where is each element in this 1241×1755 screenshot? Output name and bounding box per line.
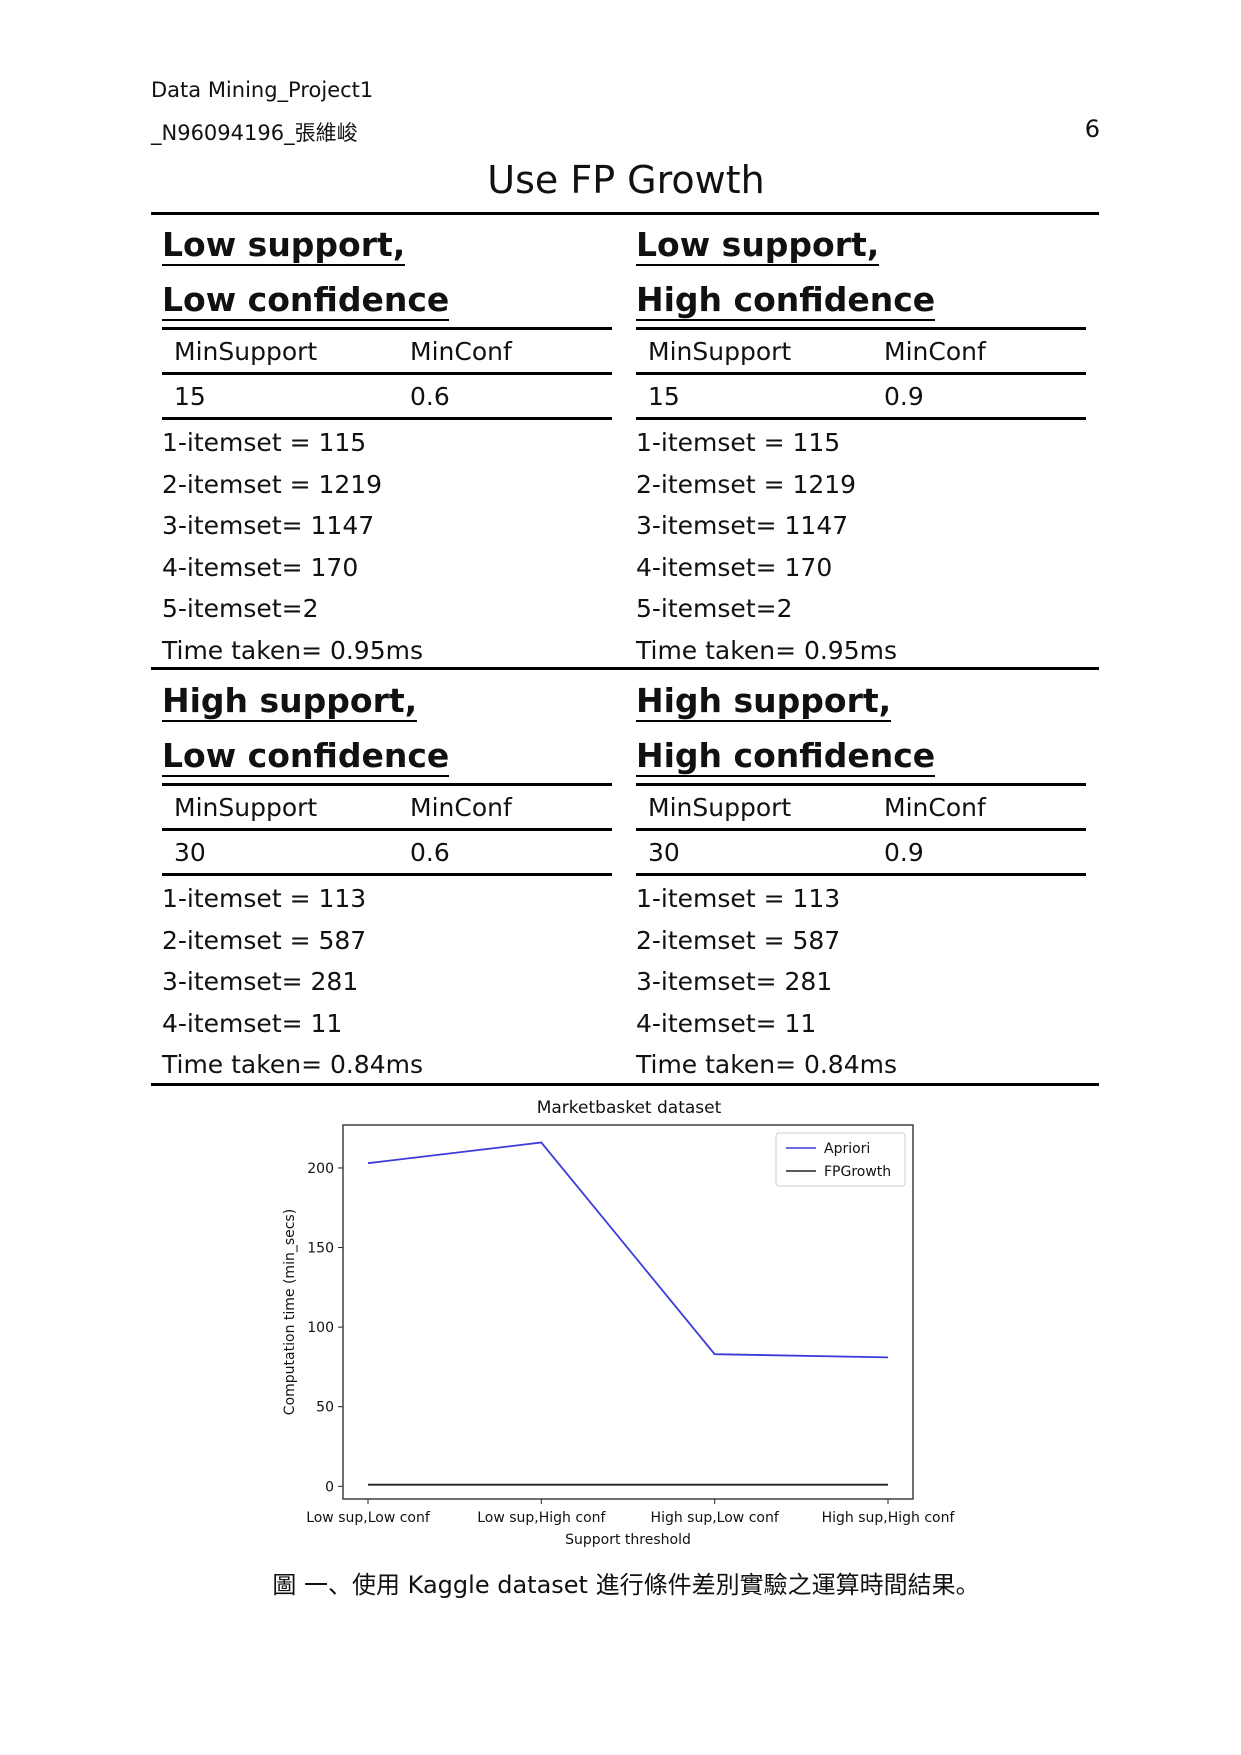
series-line-apriori [367, 1141, 889, 1359]
result-line: 4-itemset= 11 [636, 1008, 817, 1038]
section-low-support-low-confidence: Low support, Low confidence MinSupport Mi… [162, 217, 612, 671]
header-line-2: _N96094196_張維峻 [151, 121, 358, 145]
x-tick-label: High sup,Low conf [651, 1510, 780, 1526]
plot-area [342, 1124, 914, 1500]
result-line: Time taken= 0.84ms [162, 1050, 423, 1079]
result-line: 2-itemset = 587 [162, 925, 367, 955]
result-line: 2-itemset = 1219 [636, 469, 857, 499]
val-minsupport: 30 [174, 837, 206, 867]
results-list: 1-itemset = 115 2-itemset = 1219 3-items… [636, 422, 1066, 671]
x-axis-label: Support threshold [565, 1532, 691, 1548]
col-minsupport: MinSupport [648, 792, 792, 822]
y-axis-label: Computation time (min_secs) [282, 1209, 298, 1415]
val-minsupport: 15 [648, 381, 680, 411]
table-header-row: MinSupport MinConf [162, 786, 612, 831]
y-tick-label: 200 [307, 1161, 334, 1177]
result-line: 3-itemset= 281 [162, 967, 359, 996]
result-line: 4-itemset= 170 [162, 552, 359, 582]
table-value-row: 30 0.6 [162, 831, 612, 876]
result-line: 4-itemset= 11 [162, 1008, 343, 1038]
result-line: 1-itemset = 115 [162, 428, 367, 457]
params-table: MinSupport MinConf 30 0.9 [636, 783, 1086, 876]
y-tick-label: 100 [307, 1320, 334, 1336]
val-minconf: 0.9 [884, 837, 924, 867]
col-minsupport: MinSupport [174, 792, 318, 822]
section-high-support-high-confidence: High support, High confidence MinSupport… [636, 673, 1086, 1086]
section-heading-line-2: Low confidence [162, 280, 450, 321]
table-value-row: 15 0.6 [162, 375, 612, 420]
page-number: 6 [1084, 115, 1100, 143]
table-value-row: 15 0.9 [636, 375, 1086, 420]
middle-rule [151, 667, 1099, 670]
col-minconf: MinConf [410, 792, 512, 822]
result-line: 3-itemset= 1147 [162, 511, 375, 540]
x-tick-label: Low sup,Low conf [306, 1510, 431, 1526]
results-list: 1-itemset = 113 2-itemset = 587 3-itemse… [162, 878, 592, 1086]
section-low-support-high-confidence: Low support, High confidence MinSupport M… [636, 217, 1086, 671]
table-header-row: MinSupport MinConf [636, 330, 1086, 375]
val-minsupport: 30 [648, 837, 680, 867]
section-heading-line-1: High support, [162, 681, 418, 722]
results-list: 1-itemset = 115 2-itemset = 1219 3-items… [162, 422, 592, 671]
col-minsupport: MinSupport [648, 336, 792, 366]
val-minconf: 0.9 [884, 381, 924, 411]
result-line: Time taken= 0.84ms [636, 1050, 897, 1079]
y-tick-label: 50 [316, 1400, 334, 1416]
results-list: 1-itemset = 113 2-itemset = 587 3-itemse… [636, 878, 1066, 1086]
section-heading-line-1: Low support, [636, 225, 880, 266]
legend-label-fpgrowth: FPGrowth [824, 1164, 891, 1180]
figure-caption: 圖 一、使用 Kaggle dataset 進行條件差別實驗之運算時間結果。 [272, 1571, 980, 1599]
x-tick-label: High sup,High conf [822, 1510, 956, 1526]
header-line-1: Data Mining_Project1 [151, 78, 374, 102]
params-table: MinSupport MinConf 15 0.6 [162, 327, 612, 420]
legend: Apriori FPGrowth [775, 1132, 906, 1187]
result-line: 3-itemset= 1147 [636, 511, 849, 540]
result-line: 1-itemset = 115 [636, 428, 841, 457]
x-tick-label: Low sup,High conf [477, 1510, 606, 1526]
params-table: MinSupport MinConf 30 0.6 [162, 783, 612, 876]
y-tick-label: 150 [307, 1241, 334, 1257]
section-heading-line-1: Low support, [162, 225, 406, 266]
section-heading-line-2: Low confidence [162, 736, 450, 777]
result-line: 5-itemset=2 [162, 594, 319, 623]
computation-time-chart: Marketbasket dataset 0 50 100 150 200 Low su… [282, 1098, 956, 1548]
result-line: 5-itemset=2 [636, 594, 793, 623]
result-line: 1-itemset = 113 [162, 884, 367, 913]
table-header-row: MinSupport MinConf [636, 786, 1086, 831]
section-heading-line-2: High confidence [636, 280, 936, 321]
result-line: Time taken= 0.95ms [636, 635, 897, 665]
result-line: Time taken= 0.95ms [162, 635, 423, 665]
col-minconf: MinConf [410, 336, 512, 366]
val-minconf: 0.6 [410, 381, 450, 411]
result-line: 1-itemset = 113 [636, 884, 841, 913]
table-value-row: 30 0.9 [636, 831, 1086, 876]
params-table: MinSupport MinConf 15 0.9 [636, 327, 1086, 420]
section-high-support-low-confidence: High support, Low confidence MinSupport M… [162, 673, 612, 1086]
top-rule [151, 212, 1099, 215]
table-header-row: MinSupport MinConf [162, 330, 612, 375]
col-minsupport: MinSupport [174, 336, 318, 366]
result-line: 4-itemset= 170 [636, 552, 833, 582]
col-minconf: MinConf [884, 792, 986, 822]
col-minconf: MinConf [884, 336, 986, 366]
result-line: 2-itemset = 587 [636, 925, 841, 955]
legend-label-apriori: Apriori [824, 1141, 870, 1157]
val-minconf: 0.6 [410, 837, 450, 867]
val-minsupport: 15 [174, 381, 206, 411]
legend-box [775, 1132, 906, 1187]
result-line: 2-itemset = 1219 [162, 469, 383, 499]
section-heading-line-2: High confidence [636, 736, 936, 777]
y-tick-label: 0 [325, 1479, 334, 1495]
page-title: Use FP Growth [487, 158, 765, 202]
section-heading-line-1: High support, [636, 681, 892, 722]
result-line: 3-itemset= 281 [636, 967, 833, 996]
bottom-rule [151, 1083, 1099, 1086]
chart-title: Marketbasket dataset [537, 1098, 722, 1118]
